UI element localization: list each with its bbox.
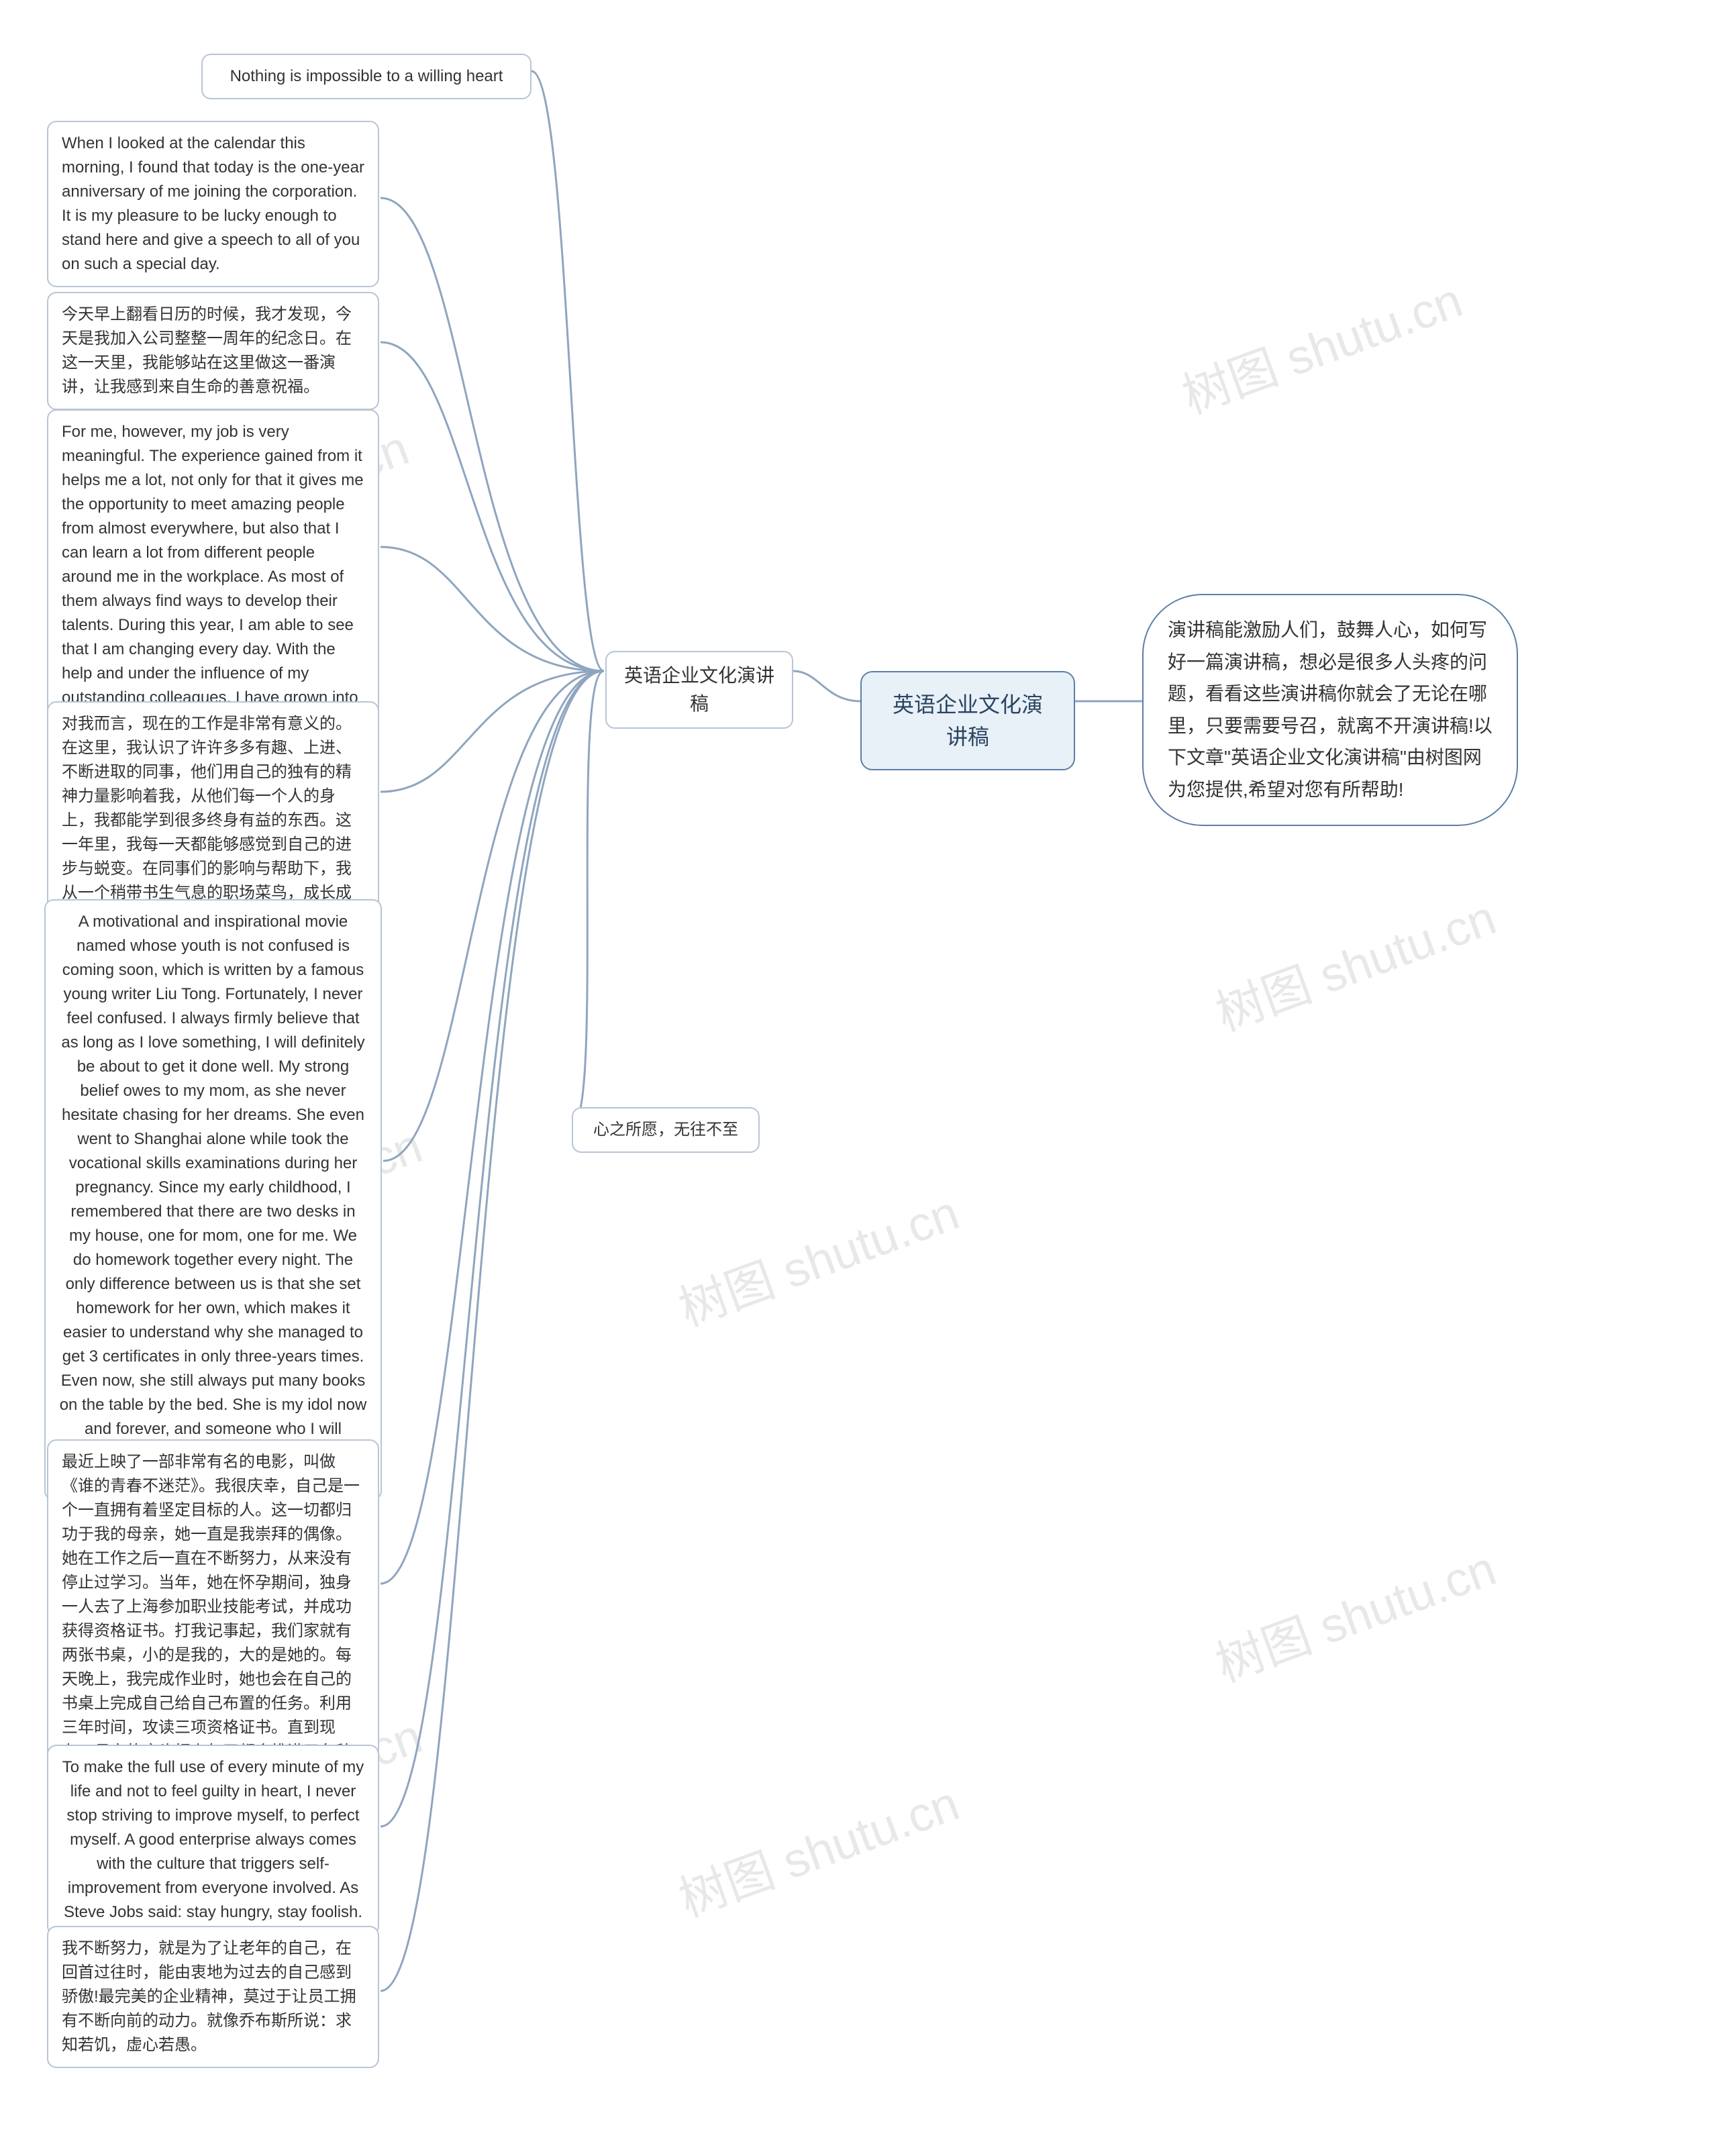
center-node[interactable]: 英语企业文化演讲稿: [860, 671, 1075, 770]
watermark: 树图 shutu.cn: [668, 1764, 967, 1931]
watermark: 树图 shutu.cn: [668, 1174, 967, 1340]
watermark: 树图 shutu.cn: [1205, 878, 1504, 1045]
leaf-p5: A motivational and inspirational movie n…: [44, 899, 382, 1500]
small-top-node: Nothing is impossible to a willing heart: [201, 54, 532, 99]
watermark: 树图 shutu.cn: [1171, 261, 1470, 427]
watermark: 树图 shutu.cn: [1205, 1529, 1504, 1696]
small-mid-node: 心之所愿，无往不至: [572, 1107, 760, 1153]
intro-node: 演讲稿能激励人们，鼓舞人心，如何写好一篇演讲稿，想必是很多人头疼的问题，看看这些…: [1142, 594, 1518, 826]
leaf-p3: For me, however, my job is very meaningf…: [47, 409, 379, 745]
leaf-p7: To make the full use of every minute of …: [47, 1745, 379, 1935]
leaf-p8: 我不断努力，就是为了让老年的自己，在回首过往时，能由衷地为过去的自己感到骄傲!最…: [47, 1926, 379, 2068]
leaf-p2: 今天早上翻看日历的时候，我才发现，今天是我加入公司整整一周年的纪念日。在这一天里…: [47, 292, 379, 410]
left-sub-node[interactable]: 英语企业文化演讲稿: [605, 651, 793, 729]
leaf-p1: When I looked at the calendar this morni…: [47, 121, 379, 287]
